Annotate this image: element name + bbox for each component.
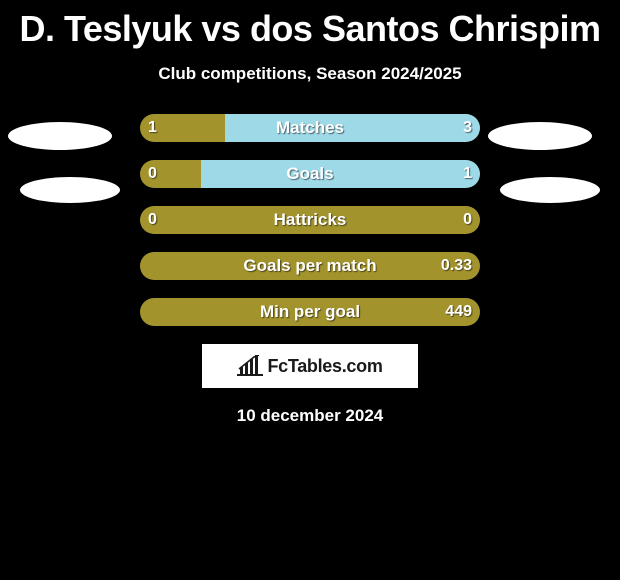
bar-track	[140, 160, 480, 188]
bar-track	[140, 114, 480, 142]
bar-chart-icon	[237, 355, 263, 377]
badge-text: FcTables.com	[267, 356, 382, 377]
bar-track	[140, 252, 480, 280]
bar-right	[225, 114, 480, 142]
source-badge: FcTables.com	[202, 344, 418, 388]
avatar-ellipse	[488, 122, 592, 150]
bar-right	[201, 160, 480, 188]
stat-row: Goals per match0.33	[0, 252, 620, 280]
page-subtitle: Club competitions, Season 2024/2025	[0, 64, 620, 84]
bar-left	[140, 298, 480, 326]
avatar-ellipse	[8, 122, 112, 150]
stat-row: Hattricks00	[0, 206, 620, 234]
bar-left	[140, 160, 201, 188]
bar-track	[140, 206, 480, 234]
avatar-ellipse	[20, 177, 120, 203]
avatar-ellipse	[500, 177, 600, 203]
bar-left	[140, 206, 480, 234]
date-label: 10 december 2024	[0, 406, 620, 426]
bar-left	[140, 252, 480, 280]
page-title: D. Teslyuk vs dos Santos Chrispim	[0, 0, 620, 50]
bar-left	[140, 114, 225, 142]
stat-row: Min per goal449	[0, 298, 620, 326]
bar-track	[140, 298, 480, 326]
